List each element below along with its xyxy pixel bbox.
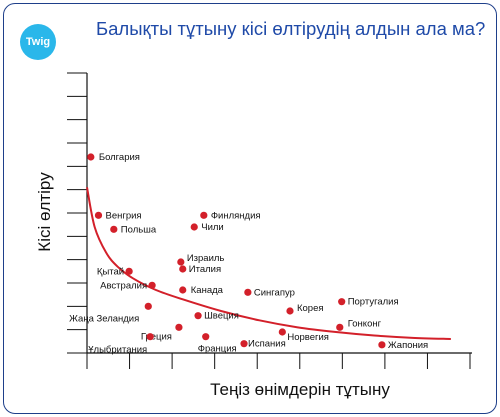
data-point bbox=[175, 323, 183, 331]
trend-group bbox=[86, 187, 451, 340]
data-point bbox=[190, 223, 198, 231]
point-label: Қытай bbox=[97, 266, 124, 277]
trend-curve bbox=[86, 187, 451, 340]
point-label: Австралия bbox=[100, 280, 147, 291]
point-label: Сингапур bbox=[254, 287, 295, 298]
data-point bbox=[244, 288, 252, 296]
point-label: Жаңа Зеландия bbox=[69, 313, 139, 324]
point-label: Ұлыбритания bbox=[88, 345, 147, 356]
data-point bbox=[179, 286, 187, 294]
data-point bbox=[125, 267, 133, 275]
point-label: Италия bbox=[189, 264, 221, 275]
point-label: Канада bbox=[191, 285, 224, 296]
card-frame: Twig Балықты тұтыну кісі өлтірудің алдын… bbox=[3, 3, 497, 414]
point-label: Швеция bbox=[204, 311, 239, 322]
data-point bbox=[194, 312, 202, 320]
data-point bbox=[94, 211, 103, 219]
twig-logo: Twig bbox=[20, 24, 56, 60]
point-label: Израиль bbox=[187, 253, 225, 264]
point-label: Чили bbox=[201, 222, 224, 233]
data-point bbox=[338, 298, 346, 306]
data-point bbox=[177, 258, 185, 266]
data-point bbox=[240, 340, 248, 348]
point-label: Греция bbox=[141, 331, 172, 342]
data-point bbox=[278, 328, 286, 336]
data-point bbox=[378, 341, 386, 349]
data-point bbox=[148, 281, 156, 289]
data-point bbox=[144, 302, 152, 310]
point-label: Португалия bbox=[348, 297, 399, 308]
data-point bbox=[286, 307, 294, 315]
point-label: Корея bbox=[297, 303, 324, 314]
logo-text: Twig bbox=[25, 36, 51, 48]
point-label: Франция bbox=[198, 344, 237, 355]
chart-axes bbox=[67, 72, 472, 369]
point-label: Гонконг bbox=[348, 318, 382, 329]
y-axis-label: Кісі өлтіру bbox=[35, 172, 54, 252]
data-point bbox=[336, 323, 344, 331]
x-axis-label: Теңіз өнімдерін тұтыну bbox=[210, 380, 390, 399]
data-point bbox=[179, 265, 187, 273]
point-label: Болгария bbox=[99, 152, 140, 163]
point-label: Испания bbox=[248, 339, 286, 350]
data-point bbox=[110, 225, 118, 233]
page-title: Балықты тұтыну кісі өлтірудің алдын ала … bbox=[96, 18, 486, 39]
point-label: Финляндия bbox=[211, 210, 261, 221]
point-label: Польша bbox=[121, 224, 157, 235]
point-label: Венгрия bbox=[105, 210, 141, 221]
point-label: Норвегия bbox=[287, 332, 329, 343]
data-point bbox=[202, 333, 210, 341]
data-point bbox=[87, 153, 95, 161]
data-point bbox=[146, 333, 154, 341]
point-label: Жапония bbox=[388, 340, 428, 351]
data-point bbox=[200, 211, 208, 219]
